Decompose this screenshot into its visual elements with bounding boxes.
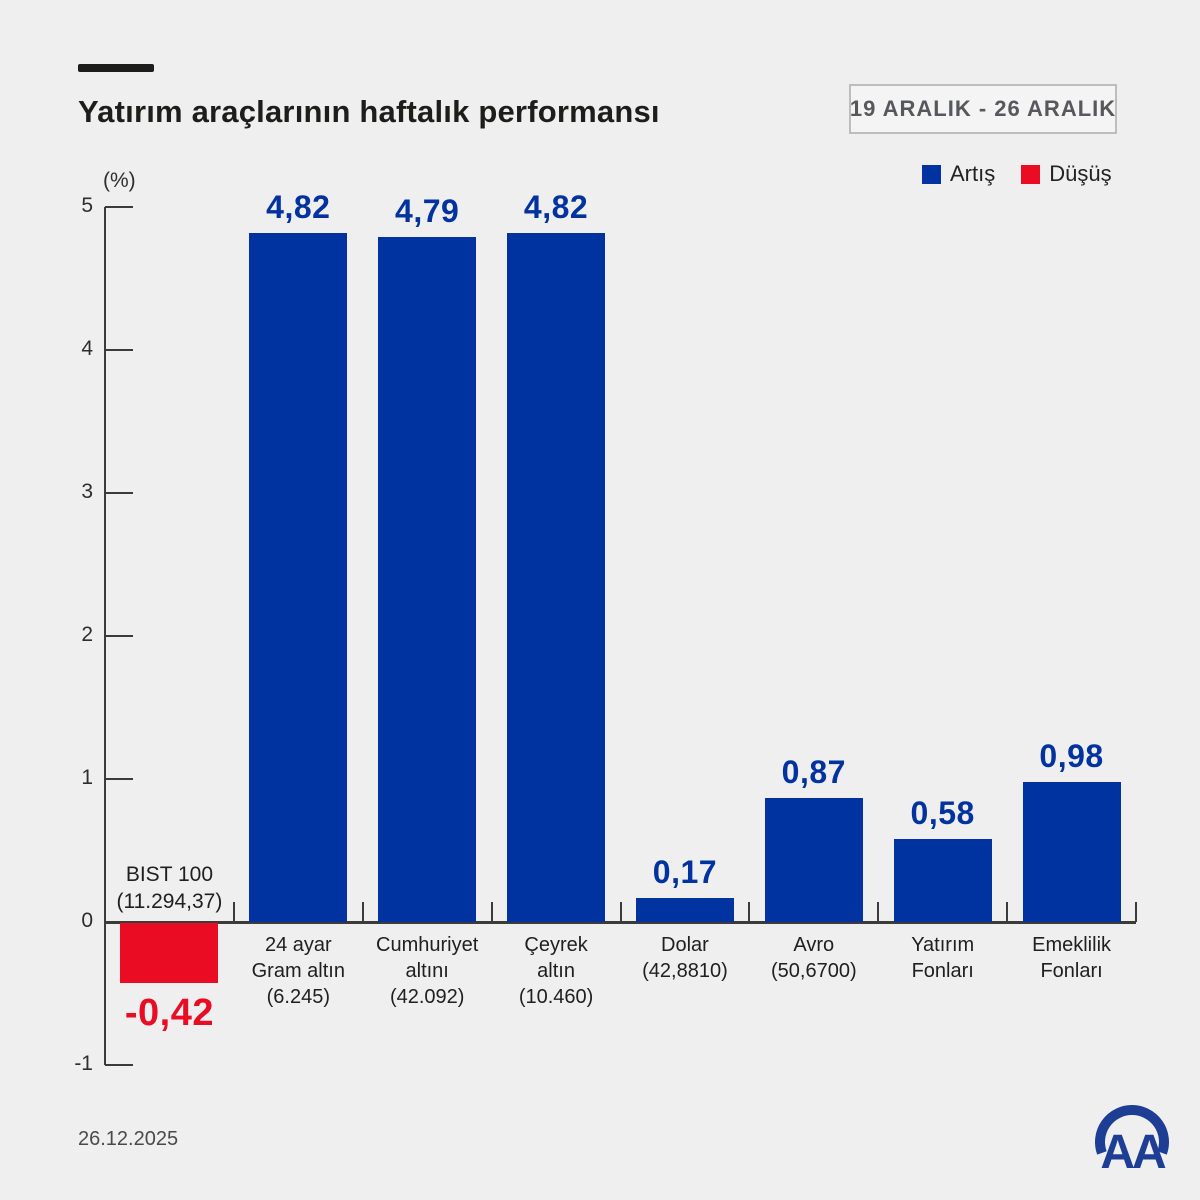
legend-item-dusus: Düşüş xyxy=(1021,161,1112,187)
y-axis-tick-label: -1 xyxy=(74,1052,93,1075)
aa-logo: AA xyxy=(1088,1096,1176,1185)
category-label: Emeklilik Fonları xyxy=(1032,934,1112,982)
category-boundary-tick xyxy=(1006,902,1009,922)
bar-value-label: 0,17 xyxy=(652,853,718,890)
y-axis-tick xyxy=(105,635,133,637)
page-title: Yatırım araçlarının haftalık performansı xyxy=(78,94,660,129)
category-label: BIST 100 (11.294,37) xyxy=(116,863,223,913)
bar-value-label: 4,82 xyxy=(266,188,331,225)
category-label: Yatırım Fonları xyxy=(911,934,975,982)
aa-logo-icon: AA xyxy=(1095,1105,1169,1179)
y-axis-tick xyxy=(105,778,133,780)
date-range-badge: 19 ARALIK - 26 ARALIK xyxy=(849,84,1117,134)
category-boundary-tick xyxy=(490,902,493,922)
y-axis-tick xyxy=(105,1064,133,1066)
y-axis-tick-label: 1 xyxy=(81,766,93,789)
category-label: Çeyrek altın (10.460) xyxy=(518,934,594,1008)
category-boundary-tick xyxy=(877,902,880,922)
y-axis-unit-label: (%) xyxy=(103,169,136,192)
legend-swatch-dusus xyxy=(1021,164,1041,184)
legend-label-dusus: Düşüş xyxy=(1049,161,1112,186)
category-boundary-tick xyxy=(748,902,751,922)
bar-value-label: 0,58 xyxy=(910,795,975,832)
y-axis-tick-label: 0 xyxy=(81,909,93,932)
bar-5 xyxy=(635,897,734,922)
category-label: Cumhuriyet altını (42.092) xyxy=(376,934,479,1008)
bar-value-label: 0,87 xyxy=(781,753,846,790)
footer-date: 26.12.2025 xyxy=(78,1128,179,1150)
y-axis-tick xyxy=(105,349,133,351)
y-axis-tick xyxy=(105,492,133,494)
category-boundary-tick xyxy=(361,902,364,922)
legend-label-artis: Artış xyxy=(950,161,996,186)
aa-logo-arc xyxy=(1095,1105,1169,1155)
category-label: 24 ayar Gram altın (6.245) xyxy=(251,934,345,1008)
y-axis-tick-label: 5 xyxy=(81,194,93,217)
category-label: Avro (50,6700) xyxy=(771,934,857,982)
bar-8 xyxy=(1022,781,1121,922)
category-boundary-tick xyxy=(619,902,622,922)
category-boundary-tick xyxy=(1135,902,1137,922)
bar-3 xyxy=(378,237,477,922)
y-axis-tick-label: 2 xyxy=(81,623,93,646)
bar-6 xyxy=(764,797,863,922)
legend-item-artis: Artış xyxy=(922,161,995,187)
bar-value-label: 4,82 xyxy=(523,188,589,225)
title-dash xyxy=(78,64,154,72)
y-axis-tick-label: 3 xyxy=(81,480,93,503)
category-label: Dolar (42,8810) xyxy=(642,934,728,982)
legend: Artış Düşüş xyxy=(922,161,1112,187)
bar-4 xyxy=(507,232,606,922)
y-axis-tick xyxy=(105,206,133,208)
category-boundary-tick xyxy=(232,902,235,922)
bar-1 xyxy=(120,923,219,984)
bar-2 xyxy=(249,232,348,922)
legend-swatch-artis xyxy=(922,164,941,184)
bar-value-label: -0,42 xyxy=(124,992,214,1035)
aa-logo-letters: AA xyxy=(1100,1126,1166,1179)
bar-value-label: 4,79 xyxy=(395,193,460,230)
bar-7 xyxy=(893,839,992,922)
bar-value-label: 0,98 xyxy=(1039,737,1104,774)
y-axis-tick-label: 4 xyxy=(81,337,93,360)
x-axis-baseline xyxy=(105,921,1136,924)
